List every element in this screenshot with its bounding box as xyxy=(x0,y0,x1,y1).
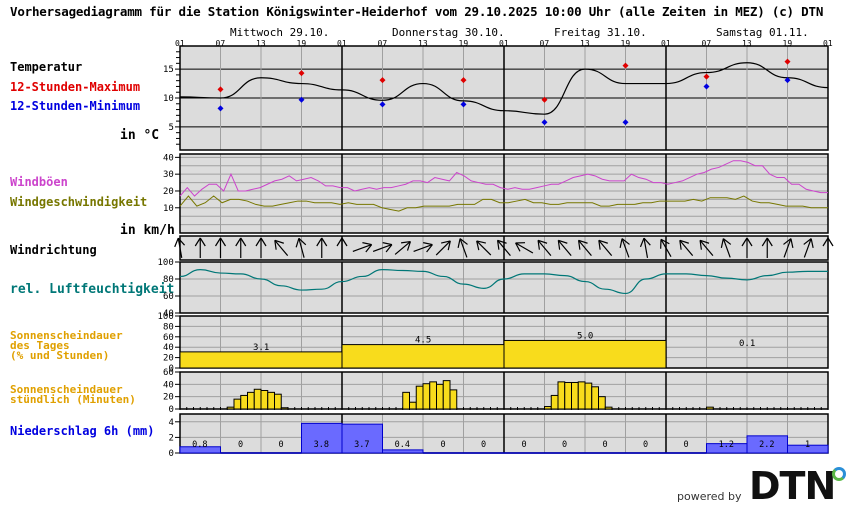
svg-text:40: 40 xyxy=(163,380,174,390)
svg-text:80: 80 xyxy=(163,322,174,332)
svg-text:0: 0 xyxy=(169,449,174,459)
day-label: Mittwoch 29.10. xyxy=(230,26,330,39)
label-wind-speed: Windgeschwindigkeit xyxy=(10,195,148,209)
label-gusts: Windböen xyxy=(10,175,68,189)
svg-text:0: 0 xyxy=(562,440,567,450)
label-sun-daily-2: des Tages xyxy=(10,339,70,352)
svg-text:2: 2 xyxy=(169,433,174,443)
svg-text:0: 0 xyxy=(684,440,689,450)
svg-text:40: 40 xyxy=(163,153,174,163)
svg-text:10: 10 xyxy=(163,94,174,104)
label-sun-daily-1: Sonnenscheindauer xyxy=(10,329,123,342)
svg-text:0: 0 xyxy=(279,440,284,450)
svg-text:07: 07 xyxy=(702,39,712,48)
svg-text:15: 15 xyxy=(163,65,174,75)
svg-text:0: 0 xyxy=(441,440,446,450)
svg-text:100: 100 xyxy=(158,258,174,268)
svg-text:1: 1 xyxy=(805,440,810,450)
svg-text:1.2: 1.2 xyxy=(719,440,734,450)
svg-text:60: 60 xyxy=(163,333,174,343)
label-humidity: rel. Luftfeuchtigkeit xyxy=(10,282,175,297)
label-temp-max: 12-Stunden-Maximum xyxy=(10,80,141,94)
svg-text:0.1: 0.1 xyxy=(739,339,755,349)
svg-text:0: 0 xyxy=(643,440,648,450)
svg-text:01: 01 xyxy=(175,39,185,48)
label-precipitation: Niederschlag 6h (mm) xyxy=(10,424,155,438)
svg-text:0: 0 xyxy=(238,440,243,450)
page-title: Vorhersagediagramm für die Station König… xyxy=(10,4,824,19)
svg-text:07: 07 xyxy=(540,39,550,48)
svg-text:0.8: 0.8 xyxy=(192,440,207,450)
day-label: Donnerstag 30.10. xyxy=(392,26,505,39)
dtn-logo-dot-icon xyxy=(832,467,846,481)
powered-by-text: powered by xyxy=(677,490,742,503)
svg-text:0: 0 xyxy=(522,440,527,450)
svg-text:13: 13 xyxy=(256,39,266,48)
label-temp-unit: in °C xyxy=(120,128,160,143)
svg-text:3.7: 3.7 xyxy=(354,440,369,450)
svg-text:07: 07 xyxy=(216,39,226,48)
svg-text:100: 100 xyxy=(158,312,174,322)
svg-text:19: 19 xyxy=(783,39,793,48)
svg-text:01: 01 xyxy=(661,39,671,48)
svg-text:4: 4 xyxy=(169,418,174,428)
label-sun-hourly-2: stündlich (Minuten) xyxy=(10,393,136,406)
svg-text:01: 01 xyxy=(337,39,347,48)
svg-text:13: 13 xyxy=(418,39,428,48)
svg-text:19: 19 xyxy=(297,39,307,48)
svg-text:60: 60 xyxy=(163,292,174,302)
svg-text:0.4: 0.4 xyxy=(395,440,410,450)
svg-text:13: 13 xyxy=(742,39,752,48)
svg-text:0: 0 xyxy=(169,405,174,415)
day-label: Freitag 31.10. xyxy=(554,26,647,39)
svg-text:3.8: 3.8 xyxy=(314,440,329,450)
svg-text:19: 19 xyxy=(621,39,631,48)
svg-text:01: 01 xyxy=(499,39,509,48)
label-temp-min: 12-Stunden-Minimum xyxy=(10,99,141,113)
label-wind-unit: in km/h xyxy=(120,223,175,238)
svg-text:20: 20 xyxy=(163,187,174,197)
svg-text:5: 5 xyxy=(169,123,174,133)
label-temperature: Temperatur xyxy=(10,60,83,74)
svg-text:5.0: 5.0 xyxy=(577,331,593,341)
svg-text:13: 13 xyxy=(580,39,590,48)
svg-text:3.1: 3.1 xyxy=(253,343,269,353)
svg-text:40: 40 xyxy=(163,343,174,353)
svg-text:20: 20 xyxy=(163,393,174,403)
svg-text:40: 40 xyxy=(163,309,174,319)
svg-text:4.5: 4.5 xyxy=(415,336,431,346)
svg-text:07: 07 xyxy=(378,39,388,48)
svg-text:19: 19 xyxy=(459,39,469,48)
label-sun-daily-3: (% und Stunden) xyxy=(10,349,110,362)
svg-text:0: 0 xyxy=(169,364,174,374)
svg-text:60: 60 xyxy=(163,368,174,378)
dtn-logo: DTN xyxy=(749,464,836,508)
label-wind-direction: Windrichtung xyxy=(10,243,97,257)
svg-text:80: 80 xyxy=(163,275,174,285)
svg-text:0: 0 xyxy=(481,440,486,450)
svg-text:0: 0 xyxy=(603,440,608,450)
svg-text:30: 30 xyxy=(163,170,174,180)
svg-text:20: 20 xyxy=(163,354,174,364)
label-sun-hourly-1: Sonnenscheindauer xyxy=(10,383,123,396)
svg-text:10: 10 xyxy=(163,204,174,214)
svg-text:01: 01 xyxy=(823,39,833,48)
svg-text:2.2: 2.2 xyxy=(759,440,774,450)
day-label: Samstag 01.11. xyxy=(716,26,809,39)
